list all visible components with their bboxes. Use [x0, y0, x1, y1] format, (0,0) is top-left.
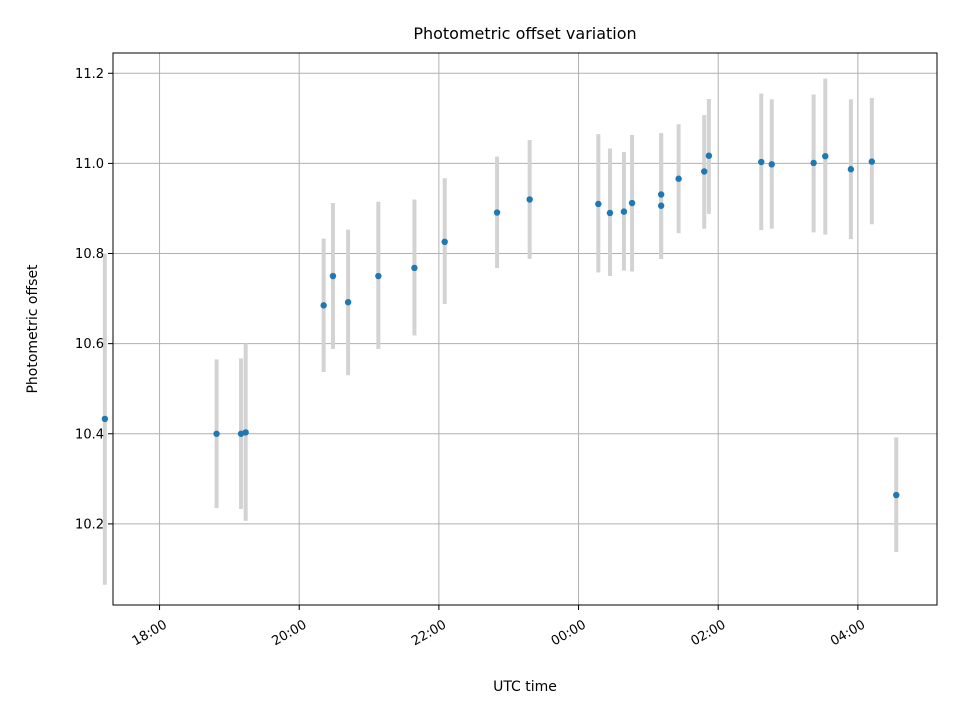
- data-point: [628, 199, 636, 207]
- data-point: [758, 158, 765, 166]
- y-tick-label: 10.2: [75, 517, 104, 532]
- data-point: [822, 152, 829, 160]
- data-point: [657, 202, 665, 209]
- plot-frame: [112, 52, 938, 606]
- data-point: [213, 430, 220, 437]
- data-point: [526, 196, 533, 203]
- data-point: [375, 272, 382, 280]
- data-point: [768, 161, 775, 168]
- y-tick-label: 10.6: [75, 337, 104, 352]
- data-point: [101, 415, 109, 423]
- data-point: [893, 491, 900, 499]
- data-point: [620, 208, 628, 215]
- y-tick-label: 10.4: [75, 427, 104, 442]
- data-point: [329, 272, 337, 280]
- data-point: [242, 429, 249, 436]
- data-point: [344, 298, 352, 306]
- data-point: [810, 159, 817, 167]
- data-point: [606, 209, 614, 217]
- y-axis-label: Photometric offset: [25, 264, 41, 394]
- data-point: [868, 158, 876, 165]
- data-point: [595, 200, 602, 208]
- data-point: [441, 238, 448, 246]
- data-point: [493, 209, 501, 216]
- data-point: [705, 152, 713, 159]
- data-point: [675, 175, 682, 182]
- chart-title: Photometric offset variation: [413, 24, 636, 43]
- data-point: [847, 166, 855, 173]
- y-tick-label: 11.0: [75, 157, 104, 172]
- data-point: [320, 302, 327, 309]
- data-point: [657, 191, 665, 198]
- data-point: [701, 168, 708, 175]
- data-points: [101, 152, 900, 499]
- data-point: [411, 264, 418, 272]
- y-tick-label: 11.2: [75, 67, 104, 82]
- x-axis-label: UTC time: [493, 679, 557, 695]
- grid: [113, 53, 937, 605]
- y-tick-label: 10.8: [75, 247, 104, 262]
